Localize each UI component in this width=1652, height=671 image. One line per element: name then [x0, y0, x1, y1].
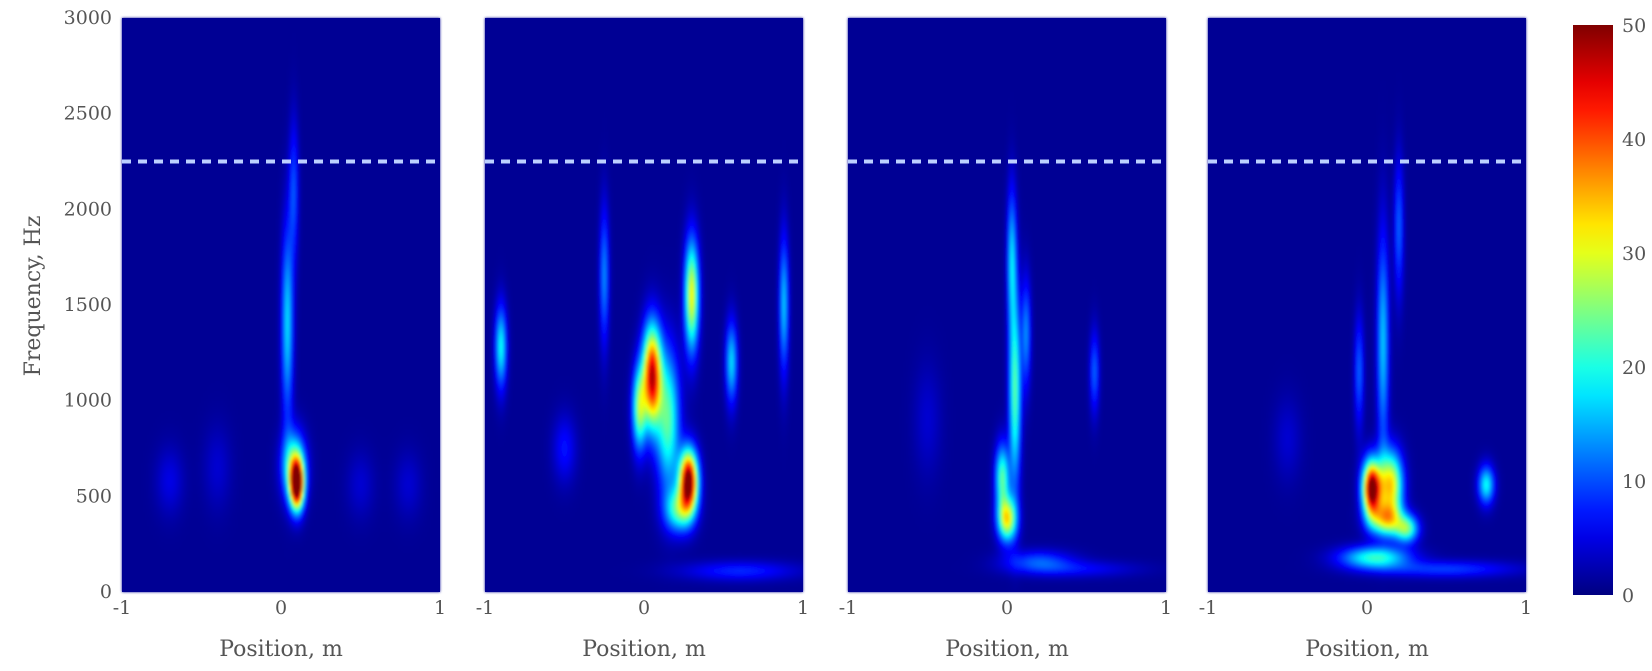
- colorbar-ticks: 0 10 20 30 40 50: [1622, 15, 1646, 607]
- colorbar: 0 10 20 30 40 50: [1573, 15, 1646, 607]
- heatmap-panel-2: -1 0 1 Position, m: [476, 18, 809, 662]
- y-axis-label: Frequency, Hz: [21, 216, 46, 377]
- colorbar-tick-label: 30: [1622, 243, 1646, 265]
- x-axis-label: Position, m: [219, 637, 343, 662]
- y-tick-label: 2500: [64, 103, 112, 125]
- colorbar-tick-label: 0: [1622, 585, 1634, 607]
- colorbar-gradient: [1573, 25, 1613, 595]
- colorbar-tick-label: 10: [1622, 471, 1646, 493]
- x-tick-label: 0: [275, 597, 287, 619]
- x-tick-label: 1: [1520, 597, 1532, 619]
- x-axis-label: Position, m: [945, 637, 1069, 662]
- x-tick-label: 0: [1001, 597, 1013, 619]
- x-tick-label: 1: [1160, 597, 1172, 619]
- heatmap-image: [848, 18, 1166, 592]
- heatmap-panel-3: -1 0 1 Position, m: [839, 18, 1172, 662]
- x-axis-label: Position, m: [1305, 637, 1429, 662]
- x-tick-label: -1: [1199, 597, 1218, 619]
- x-tick-label: -1: [839, 597, 858, 619]
- y-tick-label: 0: [100, 581, 112, 603]
- colorbar-tick-label: 50: [1622, 15, 1646, 37]
- heatmap-image: [122, 18, 440, 592]
- x-tick-label: 0: [1361, 597, 1373, 619]
- y-tick-label: 3000: [64, 7, 112, 29]
- heatmap-image: [485, 18, 803, 592]
- y-tick-label: 1500: [64, 294, 112, 316]
- x-tick-label: 0: [638, 597, 650, 619]
- x-axis-label: Position, m: [582, 637, 706, 662]
- x-tick-label: -1: [113, 597, 132, 619]
- x-tick-label: 1: [797, 597, 809, 619]
- colorbar-tick-label: 40: [1622, 129, 1646, 151]
- heatmap-panel-4: -1 0 1 Position, m: [1199, 18, 1532, 662]
- heatmap-image: [1208, 18, 1526, 592]
- colorbar-tick-label: 20: [1622, 357, 1646, 379]
- y-tick-label: 1000: [64, 390, 112, 412]
- y-tick-label: 2000: [64, 198, 112, 220]
- y-tick-label: 500: [76, 485, 112, 507]
- x-tick-label: 1: [434, 597, 446, 619]
- x-tick-label: -1: [476, 597, 495, 619]
